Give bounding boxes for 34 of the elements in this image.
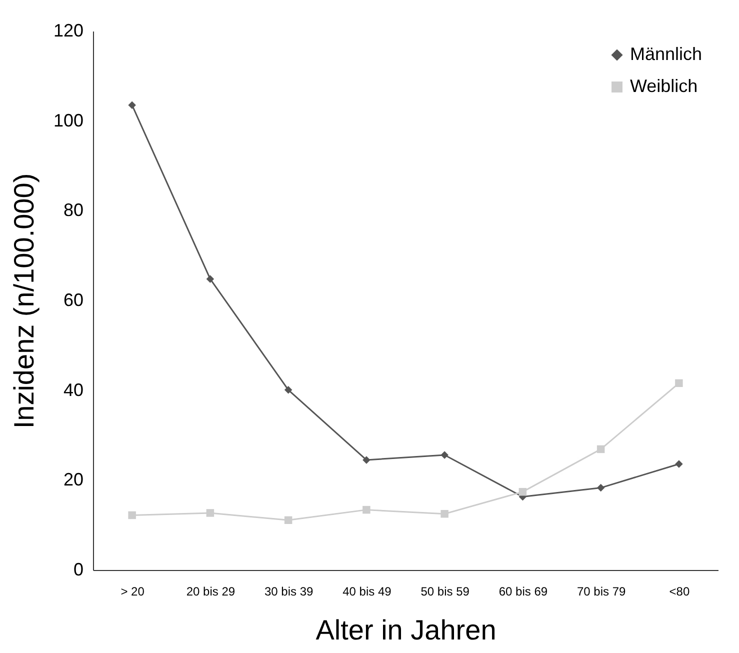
y-tick-label: 80 — [63, 200, 84, 220]
x-tick-label: 40 bis 49 — [342, 584, 392, 598]
legend-label: Weiblich — [630, 76, 698, 96]
point — [440, 510, 448, 518]
x-tick-label: <80 — [669, 584, 690, 598]
x-tick-label: 50 bis 59 — [420, 584, 470, 598]
point — [596, 484, 605, 492]
point — [596, 445, 605, 454]
y-tick-label: 120 — [53, 20, 84, 40]
point — [128, 511, 136, 520]
point — [284, 386, 292, 394]
point — [440, 451, 448, 459]
x-tick-label: 20 bis 29 — [186, 584, 236, 598]
point — [518, 488, 527, 496]
x-tick-label: 30 bis 39 — [264, 584, 314, 598]
y-tick-label: 40 — [63, 380, 84, 400]
y-tick-label: 100 — [53, 110, 84, 130]
x-tick-label: > 20 — [120, 584, 145, 598]
y-tick-label: 60 — [63, 290, 84, 310]
x-axis-title: Alter in Jahren — [316, 614, 496, 646]
y-axis-title: Inzidenz (n/100.000) — [8, 173, 40, 429]
point — [128, 101, 136, 109]
point — [206, 509, 214, 517]
point — [362, 456, 370, 464]
x-tick-label: 70 bis 79 — [576, 584, 626, 598]
point — [362, 506, 370, 514]
y-tick-label: 0 — [73, 560, 84, 580]
point — [284, 516, 292, 524]
point — [675, 460, 683, 468]
point — [675, 379, 683, 388]
legend-label: Männlich — [630, 44, 702, 64]
point — [206, 275, 214, 283]
y-tick-label: 20 — [63, 470, 84, 490]
x-tick-label: 60 bis 69 — [498, 584, 548, 598]
